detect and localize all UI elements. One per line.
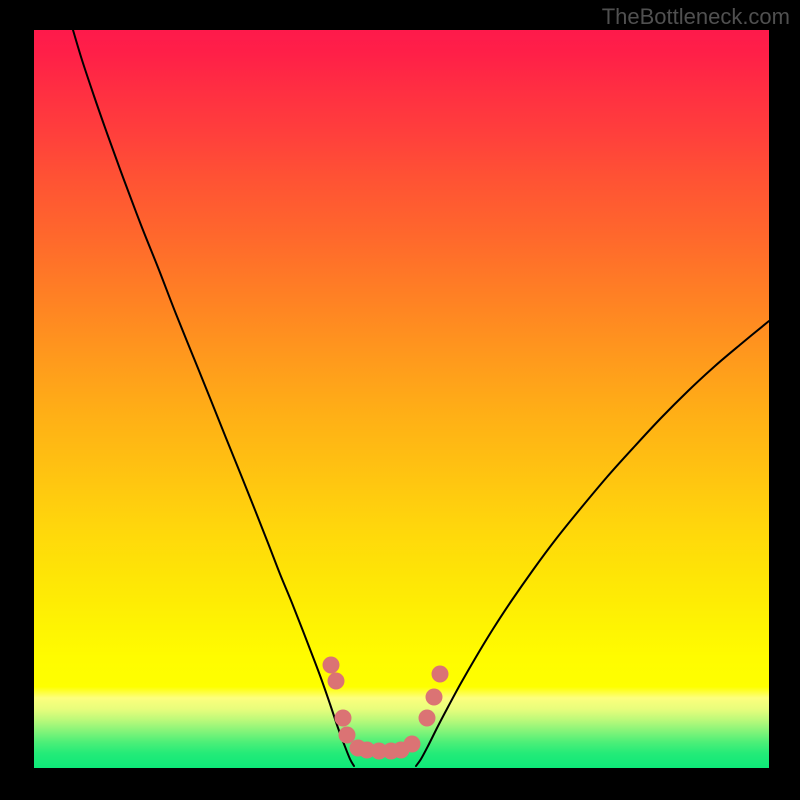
data-marker bbox=[328, 673, 345, 690]
data-marker bbox=[323, 657, 340, 674]
bottleneck-curve-right bbox=[416, 321, 769, 766]
bottleneck-curve-left bbox=[73, 30, 354, 766]
data-marker bbox=[419, 710, 436, 727]
chart-frame: TheBottleneck.com bbox=[0, 0, 800, 800]
curves-layer bbox=[34, 30, 769, 768]
data-marker bbox=[426, 689, 443, 706]
data-marker bbox=[404, 736, 421, 753]
data-marker bbox=[432, 666, 449, 683]
data-marker bbox=[335, 710, 352, 727]
plot-area bbox=[34, 30, 769, 768]
data-marker bbox=[339, 727, 356, 744]
watermark-text: TheBottleneck.com bbox=[602, 4, 790, 30]
